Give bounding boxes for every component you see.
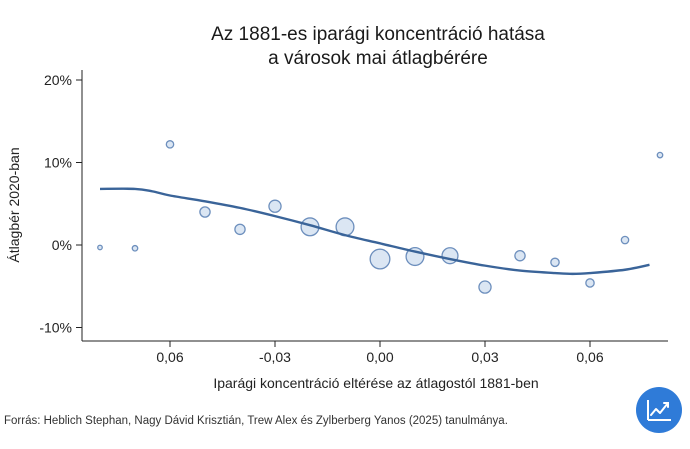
x-axis-label: Iparági koncentráció eltérése az átlagos…	[213, 375, 538, 391]
chart-title-line-1: Az 1881-es iparági koncentráció hatása	[211, 24, 545, 45]
x-tick-label: 0,06	[576, 349, 603, 365]
scatter-point	[131, 244, 139, 252]
scatter-point	[199, 206, 211, 218]
source-note: Forrás: Heblich Stephan, Nagy Dávid Kris…	[4, 415, 508, 427]
scatter-point	[620, 235, 630, 245]
x-tick-label: -0,03	[259, 349, 291, 365]
logo-trend	[650, 402, 669, 416]
y-axis-ticks: 20% 10% 0% -10%	[39, 72, 82, 336]
x-axis-ticks: 0,06 -0,03 0,00 0,03 0,06	[156, 341, 604, 365]
fit-line	[99, 187, 650, 276]
x-tick-label: 0,00	[366, 349, 393, 365]
scatter-point	[369, 248, 391, 270]
x-tick-label: 0,03	[471, 349, 498, 365]
scatter-points	[97, 140, 664, 294]
x-tick-label: 0,06	[156, 349, 183, 365]
scatter-point	[165, 140, 175, 149]
y-tick-label: 0%	[52, 237, 72, 253]
scatter-point	[97, 244, 103, 251]
scatter-point	[656, 151, 664, 159]
chart-title-line-2: a városok mai átlagbérére	[268, 48, 488, 69]
scatter-point	[514, 249, 526, 262]
trend-chart-icon[interactable]	[636, 387, 682, 433]
logo-circle	[636, 387, 682, 433]
y-axis-label: Átlagbér 2020-ban	[6, 147, 22, 262]
scatter-point	[478, 280, 492, 294]
chart-title: Az 1881-es iparági koncentráció hatása a…	[211, 24, 545, 69]
y-tick-label: 20%	[44, 72, 72, 88]
scatter-point	[234, 223, 246, 236]
logo-arrowhead	[663, 402, 669, 408]
scatter-point	[550, 257, 560, 268]
y-tick-label: -10%	[39, 320, 72, 336]
scatter-point	[585, 278, 595, 288]
y-tick-label: 10%	[44, 155, 72, 171]
scatter-point	[268, 199, 282, 213]
